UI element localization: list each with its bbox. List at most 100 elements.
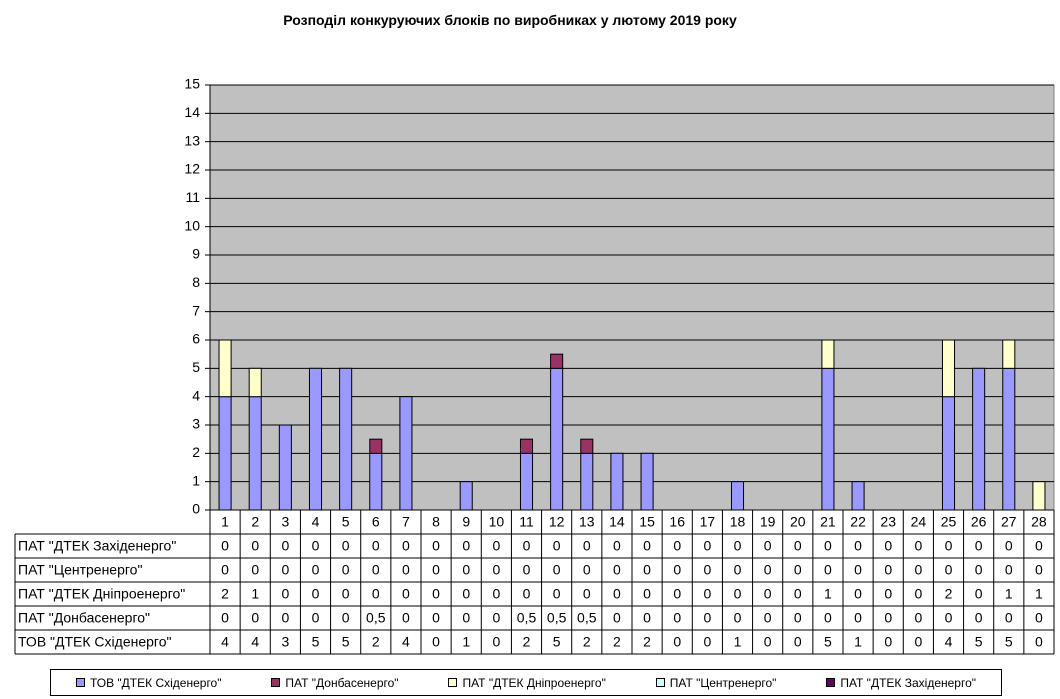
data-label: 0 <box>251 538 259 554</box>
data-label: 0 <box>673 586 681 602</box>
data-label: 0 <box>492 586 500 602</box>
data-label: 0 <box>432 538 440 554</box>
x-tick-label: 10 <box>489 514 505 530</box>
data-label: 5 <box>975 634 983 650</box>
data-label: 0 <box>492 538 500 554</box>
bar-segment <box>580 438 594 454</box>
legend-item: ПАТ "Центренерго" <box>655 675 777 690</box>
data-label: 0 <box>975 586 983 602</box>
y-tick-label: 7 <box>192 302 200 318</box>
bar-segment <box>550 367 564 511</box>
data-label: 0 <box>824 562 832 578</box>
data-label: 0 <box>643 538 651 554</box>
data-label: 0 <box>1005 562 1013 578</box>
legend-swatch <box>271 678 281 687</box>
chart-legend: ТОВ "ДТЕК Сxіденерго" ПАТ "Донбасенерго" П… <box>50 669 1002 696</box>
x-tick-label: 18 <box>730 514 746 530</box>
data-label: 0 <box>764 634 772 650</box>
bar-segment <box>519 452 534 511</box>
data-label: 1 <box>734 634 742 650</box>
data-label: 0 <box>523 586 531 602</box>
bar-segment <box>1002 339 1016 369</box>
legend-item: ПАТ "ДТЕК Західенерго" <box>826 676 976 690</box>
x-tick-label: 14 <box>609 514 625 530</box>
y-tick-label: 5 <box>192 359 200 375</box>
data-label: 0 <box>1005 610 1013 626</box>
legend-swatch <box>75 678 85 687</box>
bar-segment <box>941 396 956 511</box>
data-label: 0 <box>281 562 289 578</box>
legend-swatch <box>826 678 836 687</box>
bar-segment <box>610 452 624 511</box>
data-label: 0 <box>914 586 922 602</box>
bar-segment <box>550 353 564 369</box>
data-label: 0 <box>372 538 380 554</box>
data-label: 0 <box>583 538 591 554</box>
data-label: 2 <box>221 586 229 602</box>
data-label: 1 <box>462 634 470 650</box>
legend-label: ПАТ "ДТЕК Дніпроенерго" <box>462 675 606 690</box>
x-tick-label: 24 <box>911 514 927 530</box>
data-label: 0 <box>312 538 320 554</box>
data-label: 0 <box>1035 562 1043 578</box>
legend-label: ТОВ "ДТЕК Сxіденерго" <box>89 675 222 690</box>
data-label: 0 <box>945 610 953 626</box>
data-label: 0 <box>402 610 410 626</box>
data-label: 5 <box>553 634 561 650</box>
y-tick-label: 2 <box>192 444 200 460</box>
data-label: 0 <box>432 610 440 626</box>
bar-segment <box>248 367 262 398</box>
x-tick-label: 17 <box>700 514 716 530</box>
table-row-label: ПАТ "ДТЕК Західенерго" <box>18 538 176 554</box>
data-label: 0 <box>914 610 922 626</box>
bar-segment <box>1032 481 1046 511</box>
y-tick-label: 3 <box>192 416 200 432</box>
table-row-label: ТОВ "ДТЕК Сxіденерго" <box>18 634 171 650</box>
data-label: 0 <box>372 586 380 602</box>
data-label: 0 <box>1035 634 1043 650</box>
data-label: 0 <box>945 562 953 578</box>
data-label: 0 <box>764 562 772 578</box>
bar-segment <box>308 367 323 511</box>
x-tick-label: 5 <box>342 514 350 530</box>
bar-segment <box>519 438 534 454</box>
chart-title: Розподіл конкуруючих блоків по виробника… <box>283 12 737 28</box>
legend-item: ПАТ "ДТЕК Дніпроенерго" <box>448 675 606 690</box>
data-label: 0,5 <box>577 610 597 626</box>
x-tick-label: 6 <box>372 514 380 530</box>
legend-label: ПАТ "Донбасенерго" <box>285 675 399 690</box>
data-label: 0 <box>703 562 711 578</box>
table-row-label: ПАТ "ДТЕК Дніпроенерго" <box>18 586 185 602</box>
bar-segment <box>941 339 956 398</box>
x-tick-label: 28 <box>1031 514 1047 530</box>
data-label: 2 <box>643 634 651 650</box>
y-tick-label: 11 <box>185 189 200 205</box>
x-tick-label: 11 <box>519 514 534 530</box>
bar-segment <box>218 396 232 511</box>
data-label: 2 <box>945 586 953 602</box>
data-label: 0 <box>673 610 681 626</box>
data-label: 0 <box>492 610 500 626</box>
data-label: 0,5 <box>366 610 386 626</box>
data-label: 0 <box>281 538 289 554</box>
data-label: 0 <box>432 562 440 578</box>
bar-segment <box>278 424 292 511</box>
legend-label: ПАТ "ДТЕК Західенерго" <box>840 675 977 690</box>
data-label: 0 <box>764 610 772 626</box>
data-label: 0 <box>1035 610 1043 626</box>
data-label: 0 <box>553 586 561 602</box>
y-tick-label: 6 <box>192 331 200 347</box>
bar-segment <box>851 481 865 511</box>
data-label: 0 <box>251 610 259 626</box>
data-label: 0 <box>523 538 531 554</box>
plot-area <box>209 84 1055 511</box>
legend-label: ПАТ "Центренерго" <box>669 675 777 690</box>
y-tick-label: 15 <box>184 76 200 92</box>
data-label: 0 <box>613 610 621 626</box>
bar-segment <box>972 367 986 511</box>
x-tick-label: 23 <box>880 514 896 530</box>
x-tick-label: 8 <box>432 514 440 530</box>
data-label: 0 <box>884 586 892 602</box>
data-label: 0 <box>1005 538 1013 554</box>
